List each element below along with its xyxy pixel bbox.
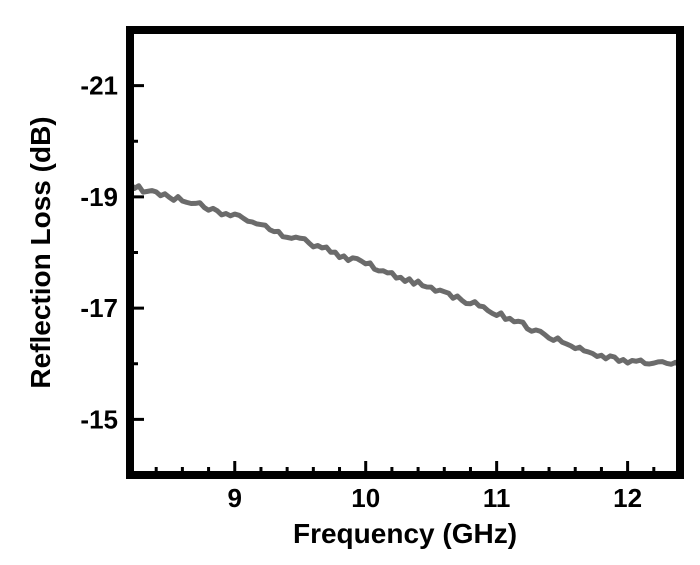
x-tick-label: 10 xyxy=(351,483,380,513)
y-tick-label: -17 xyxy=(80,293,118,323)
x-tick-label: 11 xyxy=(483,483,511,513)
y-tick-label: -19 xyxy=(80,182,118,212)
y-tick-label: -15 xyxy=(80,404,118,434)
y-tick-label: -21 xyxy=(80,71,118,101)
y-axis-label: Reflection Loss (dB) xyxy=(25,116,56,388)
chart-container: 9 10 11 12 -21 -19 -17 -15 Frequency (GHz) Reflec… xyxy=(0,0,700,565)
x-tick-label: 9 xyxy=(228,483,242,513)
reflection-loss-chart: 9 10 11 12 -21 -19 -17 -15 Frequency (GHz) Reflec… xyxy=(0,0,700,565)
x-axis-label: Frequency (GHz) xyxy=(293,518,517,549)
x-tick-label: 12 xyxy=(613,483,642,513)
